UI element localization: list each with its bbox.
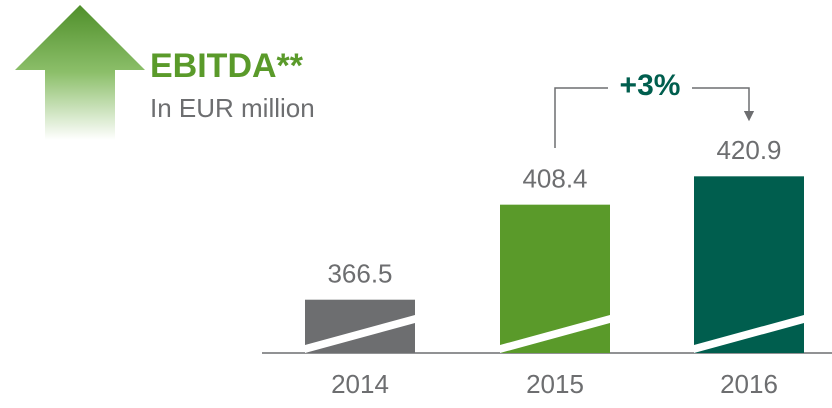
chart-subtitle: In EUR million — [150, 93, 315, 123]
x-tick-label: 2015 — [526, 369, 584, 399]
x-tick-label: 2016 — [720, 369, 778, 399]
x-tick-label: 2014 — [331, 369, 389, 399]
axis-break — [305, 315, 415, 353]
chart-title: EBITDA** — [150, 47, 304, 85]
axis-break — [694, 315, 804, 353]
annotation-connector — [554, 87, 608, 148]
bar — [500, 204, 610, 353]
annotation: +3% — [620, 69, 681, 102]
value-label: 366.5 — [327, 259, 392, 289]
axis-break — [500, 315, 610, 353]
value-label: 408.4 — [522, 164, 587, 194]
value-label: 420.9 — [716, 135, 781, 165]
up-arrow-icon — [15, 5, 145, 140]
annotation-connector — [692, 87, 755, 122]
